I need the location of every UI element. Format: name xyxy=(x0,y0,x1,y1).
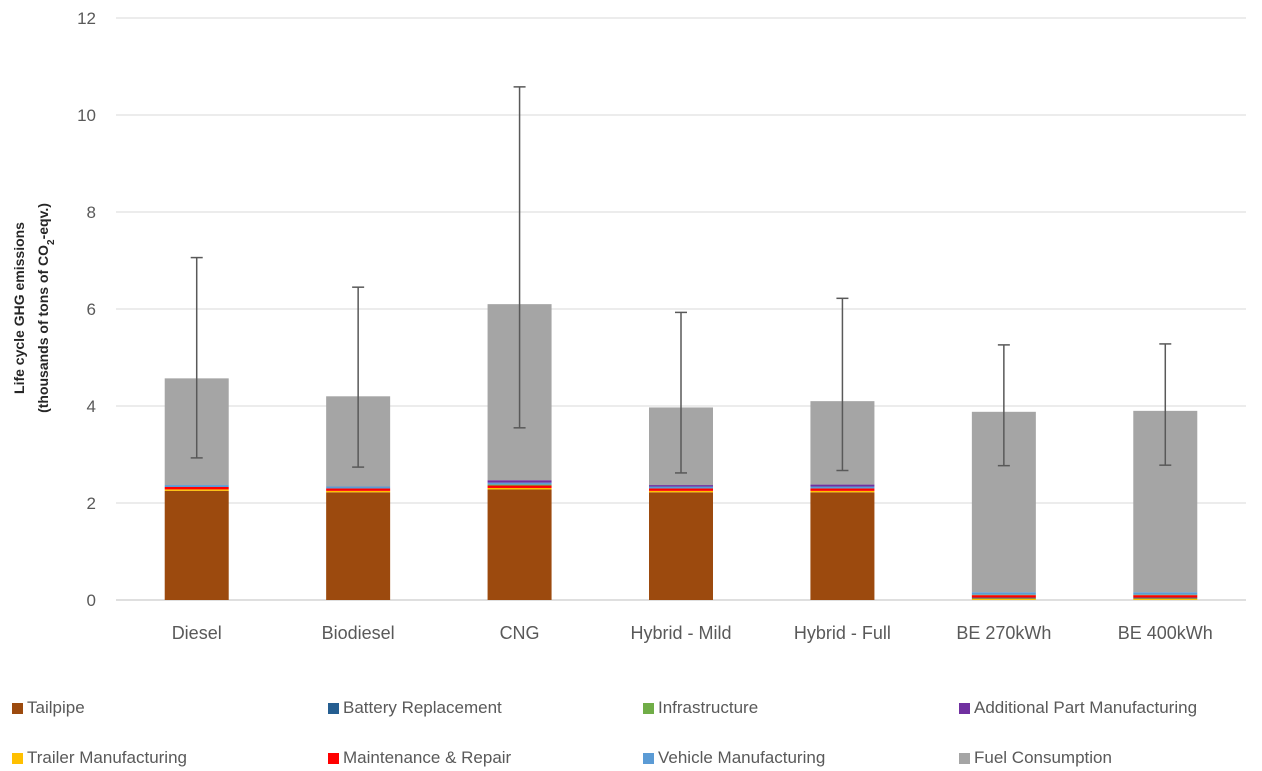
legend-item: Trailer Manufacturing xyxy=(12,746,187,770)
y-axis-label-line2-post: -eqv.) xyxy=(35,203,51,239)
bar-segment xyxy=(1133,595,1198,598)
legend-swatch xyxy=(12,752,23,764)
bar-segment xyxy=(810,492,875,600)
legend-swatch xyxy=(643,702,654,714)
legend-swatch xyxy=(328,752,339,764)
legend-item: Fuel Consumption xyxy=(959,746,1112,770)
legend-label: Tailpipe xyxy=(27,698,85,717)
x-tick-label: BE 270kWh xyxy=(956,623,1051,643)
y-tick-label: 2 xyxy=(87,494,96,513)
bar-segment xyxy=(487,485,552,488)
stacked-bar-chart: 0 2 4 6 8 10 12 Diesel Biodiesel CNG Hybrid - Mil… xyxy=(11,9,1246,643)
legend-item: Vehicle Manufacturing xyxy=(643,746,825,770)
bar-segment xyxy=(810,488,875,491)
bar-segment xyxy=(971,592,1036,595)
y-axis-label-line2-pre: (thousands of tons of CO xyxy=(35,245,51,413)
legend-label: Vehicle Manufacturing xyxy=(658,748,826,767)
legend-item: Infrastructure xyxy=(643,696,758,720)
bar-segment xyxy=(810,490,875,493)
legend-label: Additional Part Manufacturing xyxy=(974,698,1198,717)
bar-segment xyxy=(326,486,391,489)
y-tick-label: 6 xyxy=(87,300,96,319)
bar-segment xyxy=(164,486,229,490)
legend-label: Battery Replacement xyxy=(343,698,502,717)
bar-segment xyxy=(971,595,1036,598)
bar-segment xyxy=(326,488,391,491)
bar-segment xyxy=(164,485,229,487)
y-tick-label: 10 xyxy=(77,106,96,125)
bar-segment xyxy=(1133,598,1198,600)
y-tick-label: 8 xyxy=(87,203,96,222)
error-bars xyxy=(190,86,1172,474)
x-tick-label: Hybrid - Mild xyxy=(630,623,731,643)
bar-segment xyxy=(487,487,552,490)
bar-segment xyxy=(487,480,552,483)
bar-segment xyxy=(810,486,875,489)
legend-label: Fuel Consumption xyxy=(974,748,1112,767)
y-axis-label-line2-sub: 2 xyxy=(46,239,57,245)
bar-segment xyxy=(487,482,552,485)
bar-segment xyxy=(1133,594,1198,596)
legend-swatch xyxy=(959,752,970,764)
legend-label: Trailer Manufacturing xyxy=(27,748,187,767)
legend-swatch xyxy=(643,752,654,764)
bar-segment xyxy=(326,492,391,600)
legend-label: Maintenance & Repair xyxy=(343,748,512,767)
legend-swatch xyxy=(328,702,339,714)
x-tick-label: CNG xyxy=(500,623,540,643)
legend-item: Additional Part Manufacturing xyxy=(959,696,1197,720)
y-tick-label: 12 xyxy=(77,9,96,28)
bar-segment xyxy=(164,489,229,491)
bar-segment xyxy=(971,594,1036,596)
bar-segment xyxy=(649,490,713,493)
bar-segment xyxy=(649,492,713,600)
y-axis-label-line1: Life cycle GHG emissions xyxy=(11,222,27,394)
y-tick-label: 4 xyxy=(87,397,96,416)
x-tick-label: Biodiesel xyxy=(322,623,395,643)
x-tick-label: BE 400kWh xyxy=(1118,623,1213,643)
bar-segment xyxy=(649,485,713,487)
bar-segment xyxy=(1133,597,1198,599)
bar-segment xyxy=(971,598,1036,600)
legend-item: Maintenance & Repair xyxy=(328,746,511,770)
bar-segment xyxy=(487,484,552,486)
bar-segment xyxy=(1133,592,1198,595)
legend: Tailpipe Battery Replacement Infrastructur… xyxy=(0,690,1262,770)
x-tick-label: Hybrid - Full xyxy=(794,623,891,643)
x-axis-labels: Diesel Biodiesel CNG Hybrid - Mild Hybrid - … xyxy=(172,623,1213,643)
bar-segment xyxy=(649,488,713,491)
bar-segment xyxy=(487,489,552,600)
legend-item: Battery Replacement xyxy=(328,696,502,720)
y-axis-ticks: 0 2 4 6 8 10 12 xyxy=(77,9,96,610)
y-axis-label-line2: (thousands of tons of CO2-eqv.) xyxy=(35,203,57,413)
legend-swatch xyxy=(12,702,23,714)
bar-segment xyxy=(971,597,1036,599)
bar-segment xyxy=(164,490,229,600)
legend-swatch xyxy=(959,702,970,714)
bar-segment xyxy=(649,486,713,489)
x-tick-label: Diesel xyxy=(172,623,222,643)
legend-item: Tailpipe xyxy=(12,696,85,720)
bar-segment xyxy=(810,484,875,487)
legend-label: Infrastructure xyxy=(658,698,759,717)
y-tick-label: 0 xyxy=(87,591,96,610)
bar-segment xyxy=(326,490,391,493)
